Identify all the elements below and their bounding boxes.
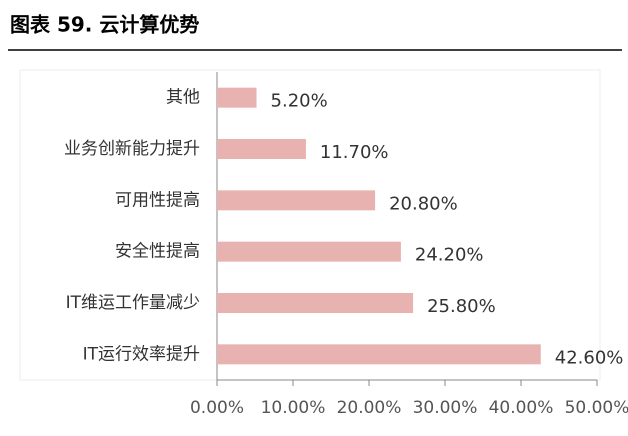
x-tick-label: 40.00% bbox=[489, 398, 554, 418]
bar bbox=[217, 139, 306, 159]
bar bbox=[217, 241, 401, 262]
y-tick-label: 业务创新能力提升 bbox=[64, 139, 200, 159]
bar bbox=[217, 293, 414, 313]
plot-frame bbox=[19, 69, 601, 381]
x-tick-label: 50.00% bbox=[565, 398, 628, 418]
y-tick-label: IT维运工作量减少 bbox=[66, 293, 200, 313]
value-label: 42.60% bbox=[555, 347, 624, 368]
y-tick-label: 安全性提高 bbox=[115, 242, 200, 262]
y-tick-label: 其他 bbox=[166, 88, 200, 108]
bar bbox=[217, 87, 257, 108]
bar bbox=[217, 344, 541, 365]
y-tick-label: 可用性提高 bbox=[115, 190, 200, 210]
x-tick-label: 0.00% bbox=[190, 398, 244, 418]
bar bbox=[217, 190, 376, 211]
value-label: 5.20% bbox=[271, 91, 328, 112]
value-label: 20.80% bbox=[389, 193, 458, 214]
value-label: 25.80% bbox=[427, 296, 496, 317]
x-tick-label: 20.00% bbox=[337, 398, 402, 418]
x-tick-label: 10.00% bbox=[261, 398, 326, 418]
x-tick-label: 30.00% bbox=[413, 398, 478, 418]
y-tick-label: IT运行效率提升 bbox=[83, 344, 200, 364]
value-label: 24.20% bbox=[415, 245, 484, 266]
chart-title: 图表 59. 云计算优势 bbox=[10, 13, 199, 37]
value-label: 11.70% bbox=[320, 142, 389, 163]
